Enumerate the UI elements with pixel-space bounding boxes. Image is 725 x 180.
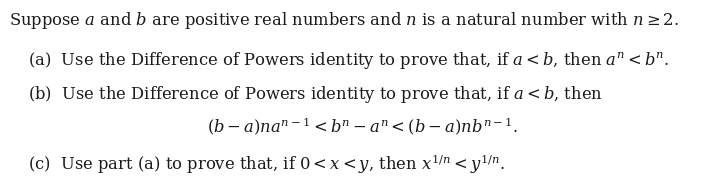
Text: $(b - a)na^{n-1} < b^n - a^n < (b - a)nb^{n-1}.$: $(b - a)na^{n-1} < b^n - a^n < (b - a)nb… bbox=[207, 115, 518, 137]
Text: (b)  Use the Difference of Powers identity to prove that, if $a < b$, then: (b) Use the Difference of Powers identit… bbox=[28, 84, 602, 105]
Text: (a)  Use the Difference of Powers identity to prove that, if $a < b$, then $a^n : (a) Use the Difference of Powers identit… bbox=[28, 50, 669, 71]
Text: Suppose $a$ and $b$ are positive real numbers and $n$ is a natural number with $: Suppose $a$ and $b$ are positive real nu… bbox=[9, 10, 679, 31]
Text: (c)  Use part (a) to prove that, if $0 < x < y$, then $x^{1/n} < y^{1/n}$.: (c) Use part (a) to prove that, if $0 < … bbox=[28, 152, 504, 176]
